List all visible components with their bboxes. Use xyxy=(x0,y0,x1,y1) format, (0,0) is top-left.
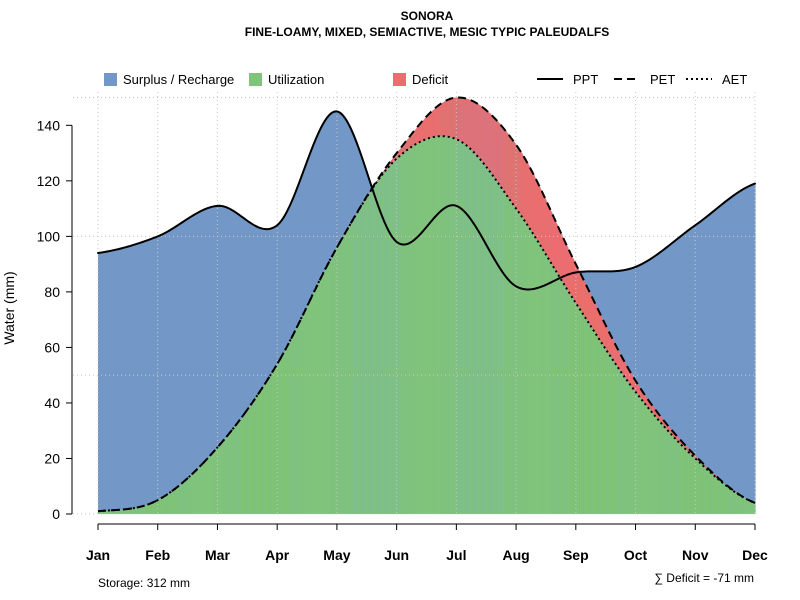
legend-label: Deficit xyxy=(412,72,449,87)
x-tick-label: Dec xyxy=(742,547,768,563)
series-line-ppt xyxy=(97,110,756,291)
legend-item: PPT xyxy=(537,72,598,87)
series-line-pet xyxy=(97,96,756,513)
legend-item: Deficit xyxy=(393,72,449,87)
chart-title: SONORA xyxy=(401,9,454,23)
deficit-annotation: ∑ Deficit = -71 mm xyxy=(654,571,754,585)
legend-swatch xyxy=(104,73,117,86)
y-tick-label: 0 xyxy=(52,506,60,522)
x-tick-label: May xyxy=(323,547,350,563)
y-tick-label: 100 xyxy=(37,228,61,244)
y-tick-label: 120 xyxy=(37,173,61,189)
y-tick-label: 20 xyxy=(44,450,60,466)
chart-subtitle: FINE-LOAMY, MIXED, SEMIACTIVE, MESIC TYP… xyxy=(245,25,609,39)
series-lines-layer xyxy=(97,96,756,513)
legend-item: Surplus / Recharge xyxy=(104,72,234,87)
series-line-aet xyxy=(97,135,756,513)
grid-layer xyxy=(73,92,756,515)
x-tick-label: Mar xyxy=(205,547,230,563)
legend-swatch xyxy=(393,73,406,86)
legend-label: PPT xyxy=(573,72,598,87)
x-tick-label: Jan xyxy=(86,547,110,563)
y-tick-label: 140 xyxy=(37,117,61,133)
y-tick-label: 80 xyxy=(44,284,60,300)
legend-label: Surplus / Recharge xyxy=(123,72,234,87)
legend-item: Utilization xyxy=(249,72,324,87)
x-tick-label: Jun xyxy=(384,547,409,563)
x-tick-label: Jul xyxy=(446,547,466,563)
x-tick-label: Sep xyxy=(563,547,589,563)
x-tick-label: Nov xyxy=(682,547,709,563)
legend-label: PET xyxy=(650,72,675,87)
legend-label: AET xyxy=(722,72,747,87)
x-tick-label: Oct xyxy=(624,547,648,563)
area-layer xyxy=(98,97,756,515)
axes-layer: 0 20 40 60 80 100 120 140 Jan Feb Mar Apr May Jun Jul A… xyxy=(37,117,768,563)
legend-item: AET xyxy=(686,72,747,87)
x-tick-label: Apr xyxy=(265,547,290,563)
x-tick-label: Feb xyxy=(145,547,170,563)
storage-annotation: Storage: 312 mm xyxy=(98,576,190,590)
x-tick-label: Aug xyxy=(502,547,529,563)
legend-label: Utilization xyxy=(268,72,324,87)
y-tick-label: 40 xyxy=(44,395,60,411)
legend-swatch xyxy=(249,73,262,86)
y-axis-label: Water (mm) xyxy=(1,271,17,344)
y-tick-label: 60 xyxy=(44,339,60,355)
legend: Surplus / Recharge Utilization Deficit PPT P… xyxy=(104,72,747,87)
legend-item: PET xyxy=(614,72,675,87)
